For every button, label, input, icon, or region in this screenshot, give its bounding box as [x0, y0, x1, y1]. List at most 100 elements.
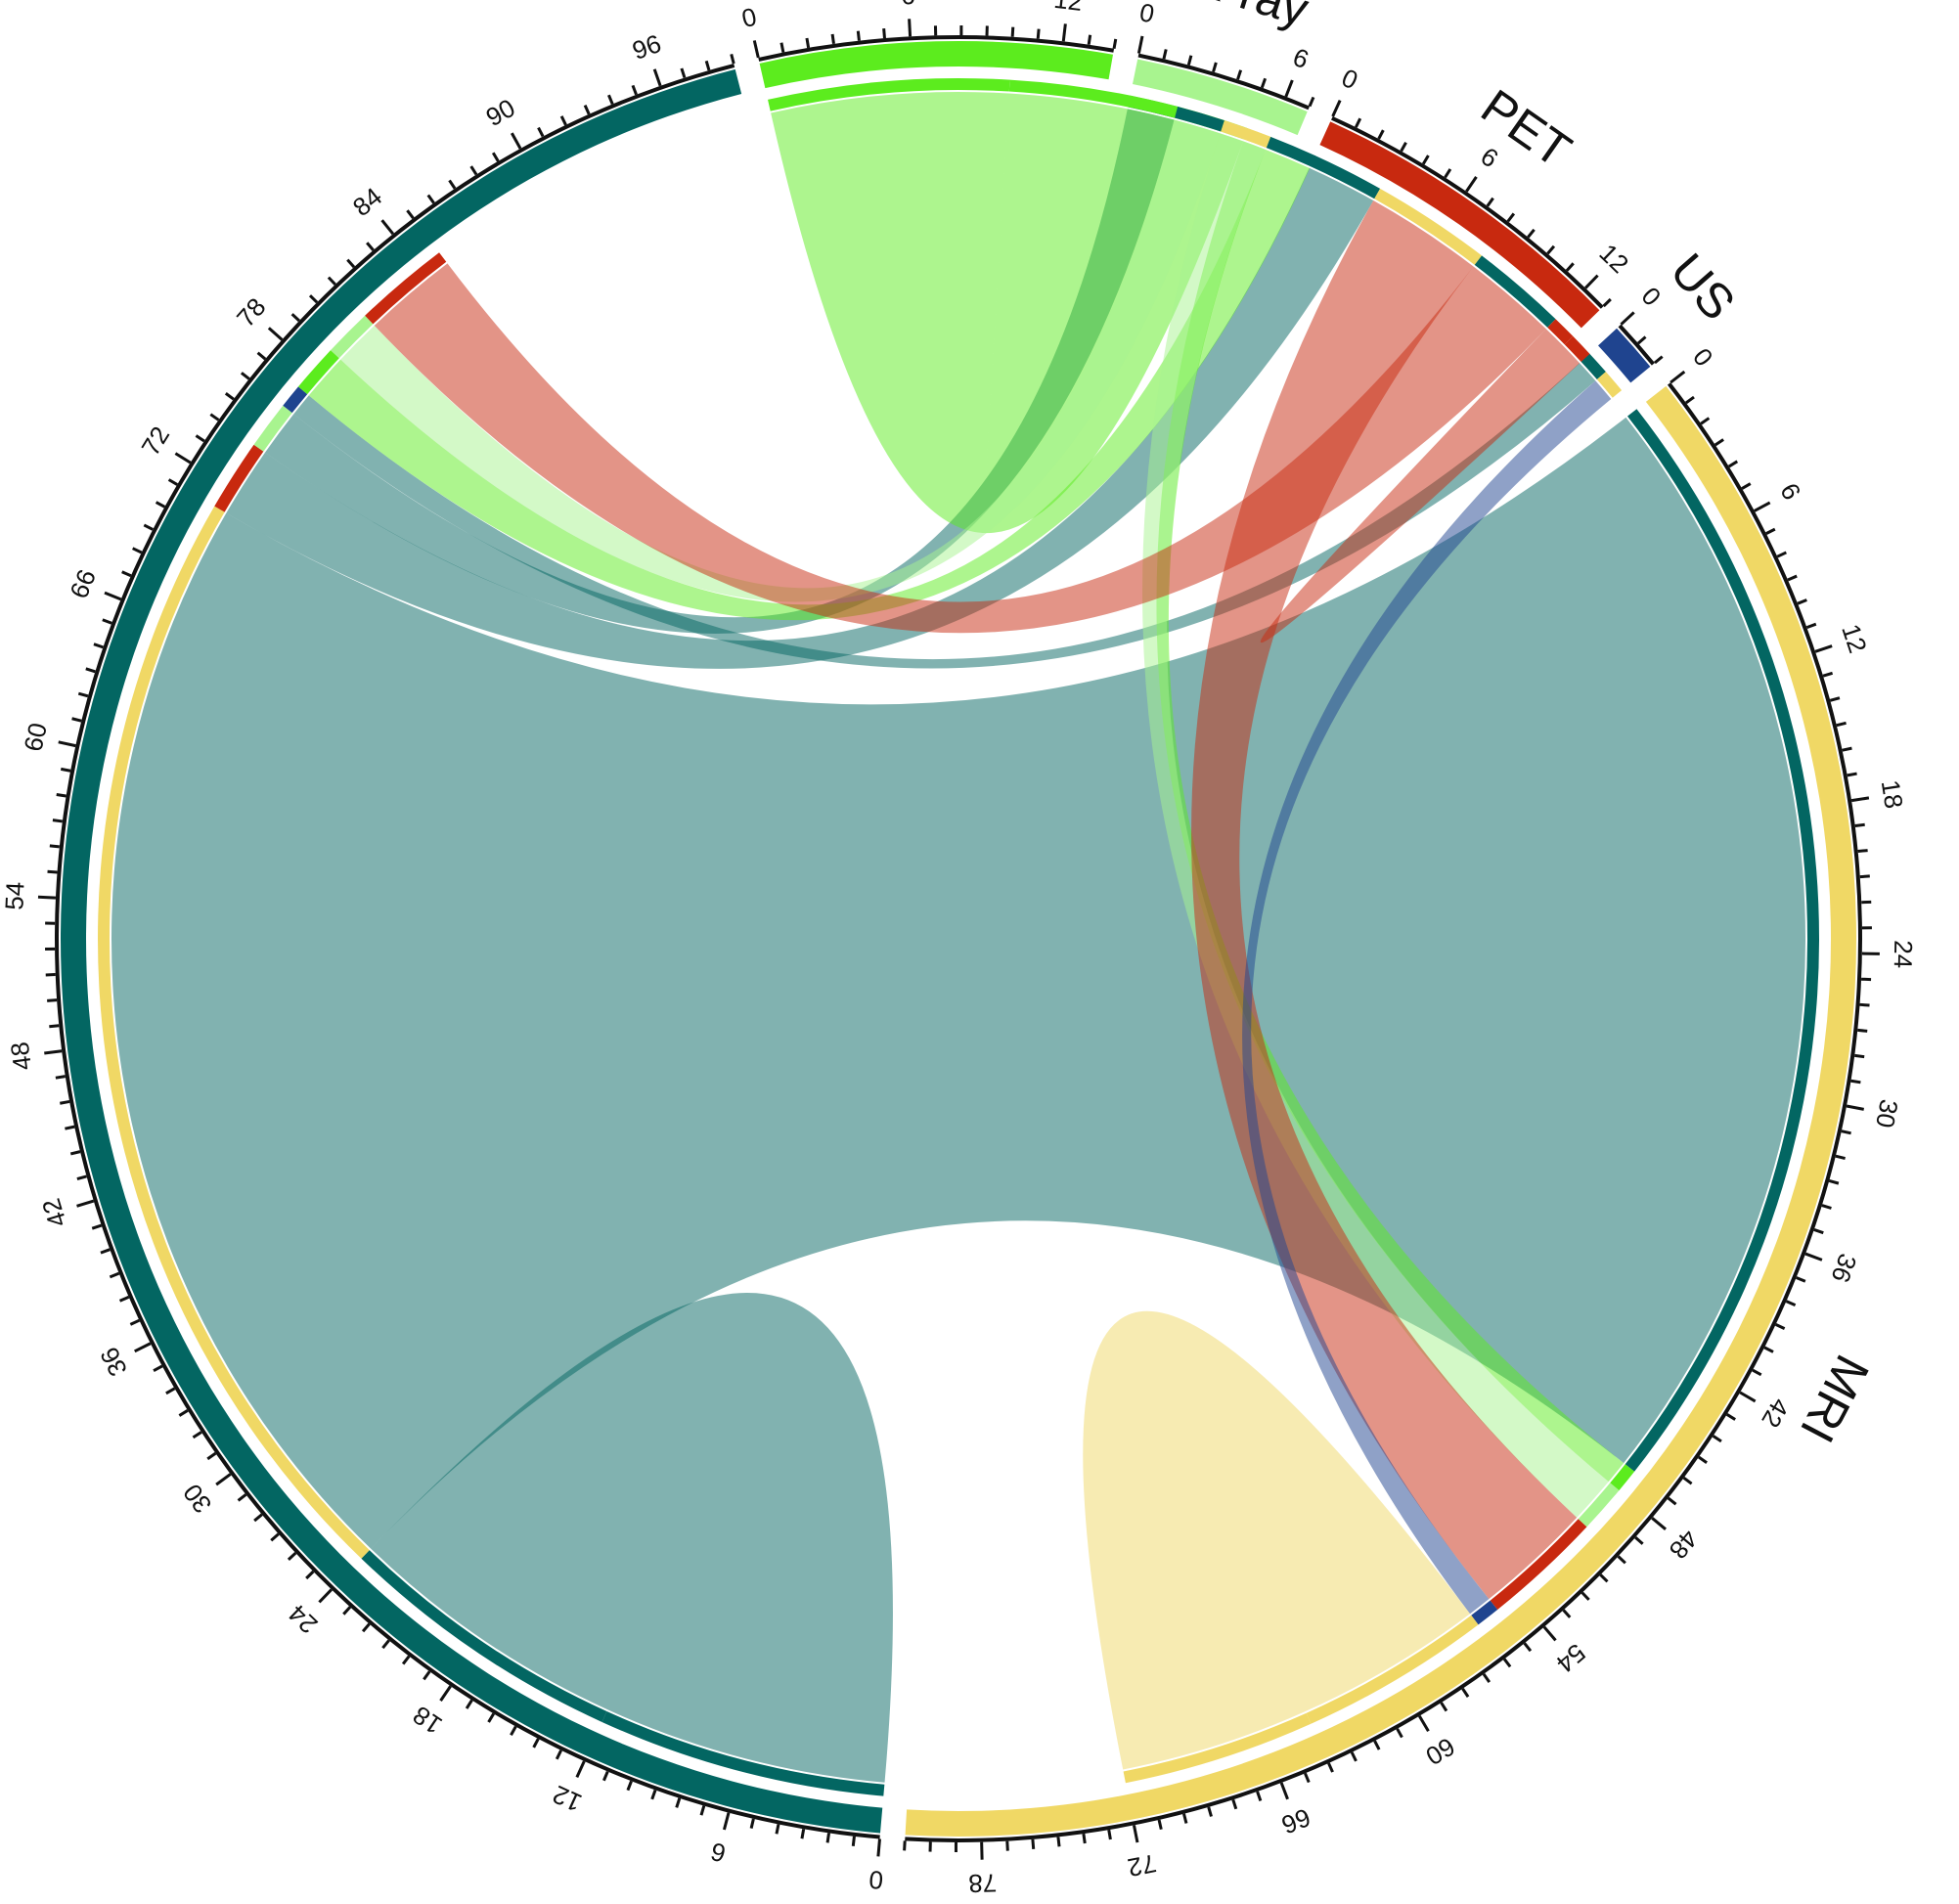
- tick-label: 30: [177, 1479, 217, 1519]
- tick-mark: [1284, 79, 1294, 98]
- sector-label-us: US: [1660, 244, 1746, 331]
- tick-label: 6: [900, 0, 915, 11]
- tick-mark: [722, 1812, 731, 1831]
- tick-label: 30: [1870, 1097, 1904, 1130]
- tick-mark: [118, 1295, 130, 1303]
- tick-label: 0: [739, 2, 760, 33]
- tick-label: 60: [1421, 1732, 1460, 1772]
- tick-mark: [1637, 335, 1647, 345]
- chord-link-CT-CT: [371, 1292, 893, 1783]
- tick-label: 0: [1337, 63, 1362, 95]
- track-segment-MRI: [1610, 1464, 1635, 1491]
- tick-mark: [1465, 176, 1478, 193]
- tick-mark: [366, 242, 375, 251]
- tick-mark: [346, 258, 356, 269]
- tick-mark: [1835, 1154, 1846, 1161]
- tick-mark: [77, 691, 89, 698]
- tick-mark: [318, 1588, 333, 1604]
- tick-mark: [1304, 1772, 1311, 1784]
- tick-mark: [626, 1780, 633, 1792]
- tick-mark: [1327, 1762, 1334, 1773]
- tick-mark: [1859, 874, 1870, 879]
- tick-mark: [49, 844, 60, 849]
- track-segment-MRI: [1625, 409, 1819, 1472]
- tick-mark: [537, 126, 545, 138]
- tick-label: 24: [1889, 940, 1918, 968]
- tick-mark: [1036, 28, 1041, 39]
- track-segment-CBCT: [1266, 136, 1316, 167]
- tick-mark: [1754, 501, 1771, 512]
- chord-links: [97, 78, 1819, 1796]
- tick-mark: [342, 1606, 352, 1616]
- tick-mark: [1565, 262, 1575, 272]
- tick-mark: [1005, 1840, 1009, 1851]
- tick-mark: [1082, 1833, 1087, 1844]
- tick-mark: [406, 209, 415, 220]
- chord-link-X-ray-MRI: [1142, 133, 1609, 1518]
- tick-mark: [52, 819, 64, 823]
- tick-label: 72: [136, 421, 176, 461]
- tick-mark: [1653, 355, 1664, 365]
- tick-mark: [1527, 228, 1536, 239]
- tick-label: 6: [1476, 141, 1504, 173]
- tick-mark: [510, 1725, 517, 1736]
- tick-mark: [1581, 1591, 1590, 1601]
- tick-mark: [1620, 311, 1635, 326]
- tick-mark: [825, 1833, 830, 1843]
- tick-label: 36: [1825, 1250, 1862, 1287]
- tick-mark: [132, 547, 143, 554]
- tick-mark: [153, 1364, 163, 1373]
- tick-label: 12: [548, 1780, 586, 1818]
- tick-label: 0: [868, 1865, 884, 1895]
- tick-mark: [1056, 1837, 1061, 1847]
- tick-mark: [800, 1829, 806, 1839]
- tick-mark: [60, 1099, 70, 1105]
- tick-mark: [58, 740, 76, 748]
- tick-label: 24: [283, 1599, 324, 1640]
- tick-mark: [699, 1805, 706, 1816]
- tick-mark: [167, 478, 178, 486]
- tick-mark: [631, 84, 638, 96]
- tick-label: 84: [347, 182, 387, 222]
- tick-label: 18: [408, 1701, 448, 1741]
- tick-mark: [1814, 644, 1833, 653]
- tick-mark: [1822, 671, 1834, 678]
- tick-mark: [1667, 1496, 1677, 1506]
- tick-mark: [1331, 99, 1342, 117]
- tick-mark: [1260, 77, 1268, 89]
- tick-mark: [55, 1075, 66, 1080]
- tick-label: 36: [94, 1343, 133, 1381]
- tick-mark: [1617, 1555, 1626, 1565]
- tick-mark: [381, 1639, 390, 1650]
- track-segment-MRI: [1123, 1712, 1312, 1784]
- tick-mark: [195, 434, 205, 443]
- tick-label: 54: [1550, 1638, 1590, 1679]
- chord-link-CT-PET: [226, 167, 1374, 669]
- tick-mark: [44, 1049, 63, 1055]
- track-segment-MRI: [1471, 1600, 1498, 1625]
- tick-mark: [1186, 55, 1193, 66]
- tick-label: 66: [1277, 1802, 1314, 1839]
- tick-mark: [1836, 721, 1847, 728]
- tick-mark: [129, 1318, 141, 1326]
- tick-mark: [555, 1749, 563, 1760]
- tick-mark: [575, 1760, 586, 1779]
- tick-label: 6: [1774, 478, 1806, 505]
- tick-mark: [1850, 1079, 1861, 1085]
- tick-mark: [1712, 1435, 1722, 1443]
- tick-label: 60: [18, 720, 52, 754]
- sector-label-mri: MRI: [1790, 1347, 1880, 1451]
- tick-mark: [1842, 746, 1852, 752]
- tick-mark: [1599, 1573, 1609, 1583]
- tick-mark: [1136, 35, 1144, 54]
- tick-mark: [104, 591, 122, 601]
- chord-link-PET-PET: [1260, 329, 1581, 643]
- tick-mark: [93, 642, 104, 649]
- tick-mark: [602, 1770, 609, 1782]
- tick-mark: [1182, 1813, 1188, 1824]
- tick-mark: [267, 327, 284, 341]
- tick-mark: [1354, 117, 1362, 128]
- tick-mark: [109, 1271, 120, 1279]
- track-segment-CT: [361, 1550, 607, 1722]
- tick-label: 12: [1052, 0, 1084, 17]
